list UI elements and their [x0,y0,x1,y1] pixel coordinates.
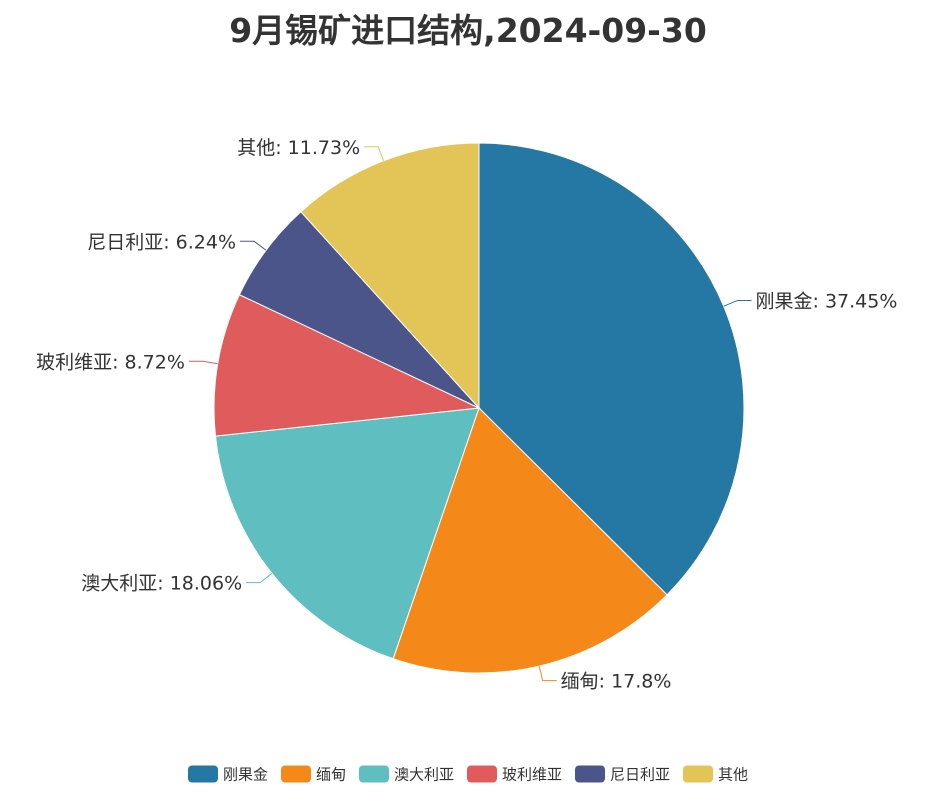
leader-line-0 [723,299,752,307]
slice-label-4: 尼日利亚: 6.24% [87,231,236,253]
label-leader-lines [188,146,752,682]
pie-slice-1[interactable] [392,407,668,674]
chart-title: 9月锡矿进口结构,2024-09-30 [229,11,707,50]
legend-item-0[interactable]: 刚果金 [188,765,268,784]
legend-swatch-3 [467,765,497,783]
pie-slices [213,142,745,674]
slice-label-3: 玻利维亚: 8.72% [36,351,185,373]
slice-label-0: 刚果金: 37.45% [756,290,898,312]
legend-item-1[interactable]: 缅甸 [281,765,346,784]
slice-label-1: 缅甸: 17.8% [561,671,672,693]
pie-slice-2[interactable] [214,407,480,660]
legend: 刚果金 缅甸 澳大利亚 玻利维亚 尼日利亚 其他 [188,765,748,784]
legend-item-3[interactable]: 玻利维亚 [467,765,562,784]
legend-swatch-4 [575,765,605,783]
legend-label-1: 缅甸 [316,766,346,784]
legend-item-2[interactable]: 澳大利亚 [359,765,454,784]
legend-swatch-2 [359,765,389,783]
pie-slice-5[interactable] [300,142,480,410]
slice-label-2: 澳大利亚: 18.06% [81,573,242,595]
slice-labels: 刚果金: 37.45% 缅甸: 17.8% 澳大利亚: 18.06% 玻利维亚: 8.… [36,137,897,693]
legend-label-5: 其他 [718,766,748,784]
legend-swatch-5 [683,765,713,783]
legend-item-5[interactable]: 其他 [683,765,748,784]
leader-line-5 [364,146,385,161]
slice-label-5: 其他: 11.73% [237,137,360,159]
legend-label-4: 尼日利亚 [610,766,670,784]
pie-slice-0[interactable] [478,142,745,596]
leader-line-1 [538,665,557,682]
leader-line-3 [188,360,218,365]
legend-label-3: 玻利维亚 [502,766,562,784]
leader-line-2 [246,572,273,584]
legend-swatch-1 [281,765,311,783]
pie-slice-3[interactable] [213,294,481,437]
legend-label-2: 澳大利亚 [394,766,454,784]
legend-item-4[interactable]: 尼日利亚 [575,765,670,784]
legend-label-0: 刚果金 [223,766,268,784]
legend-swatch-0 [188,765,218,783]
leader-line-4 [240,240,267,251]
